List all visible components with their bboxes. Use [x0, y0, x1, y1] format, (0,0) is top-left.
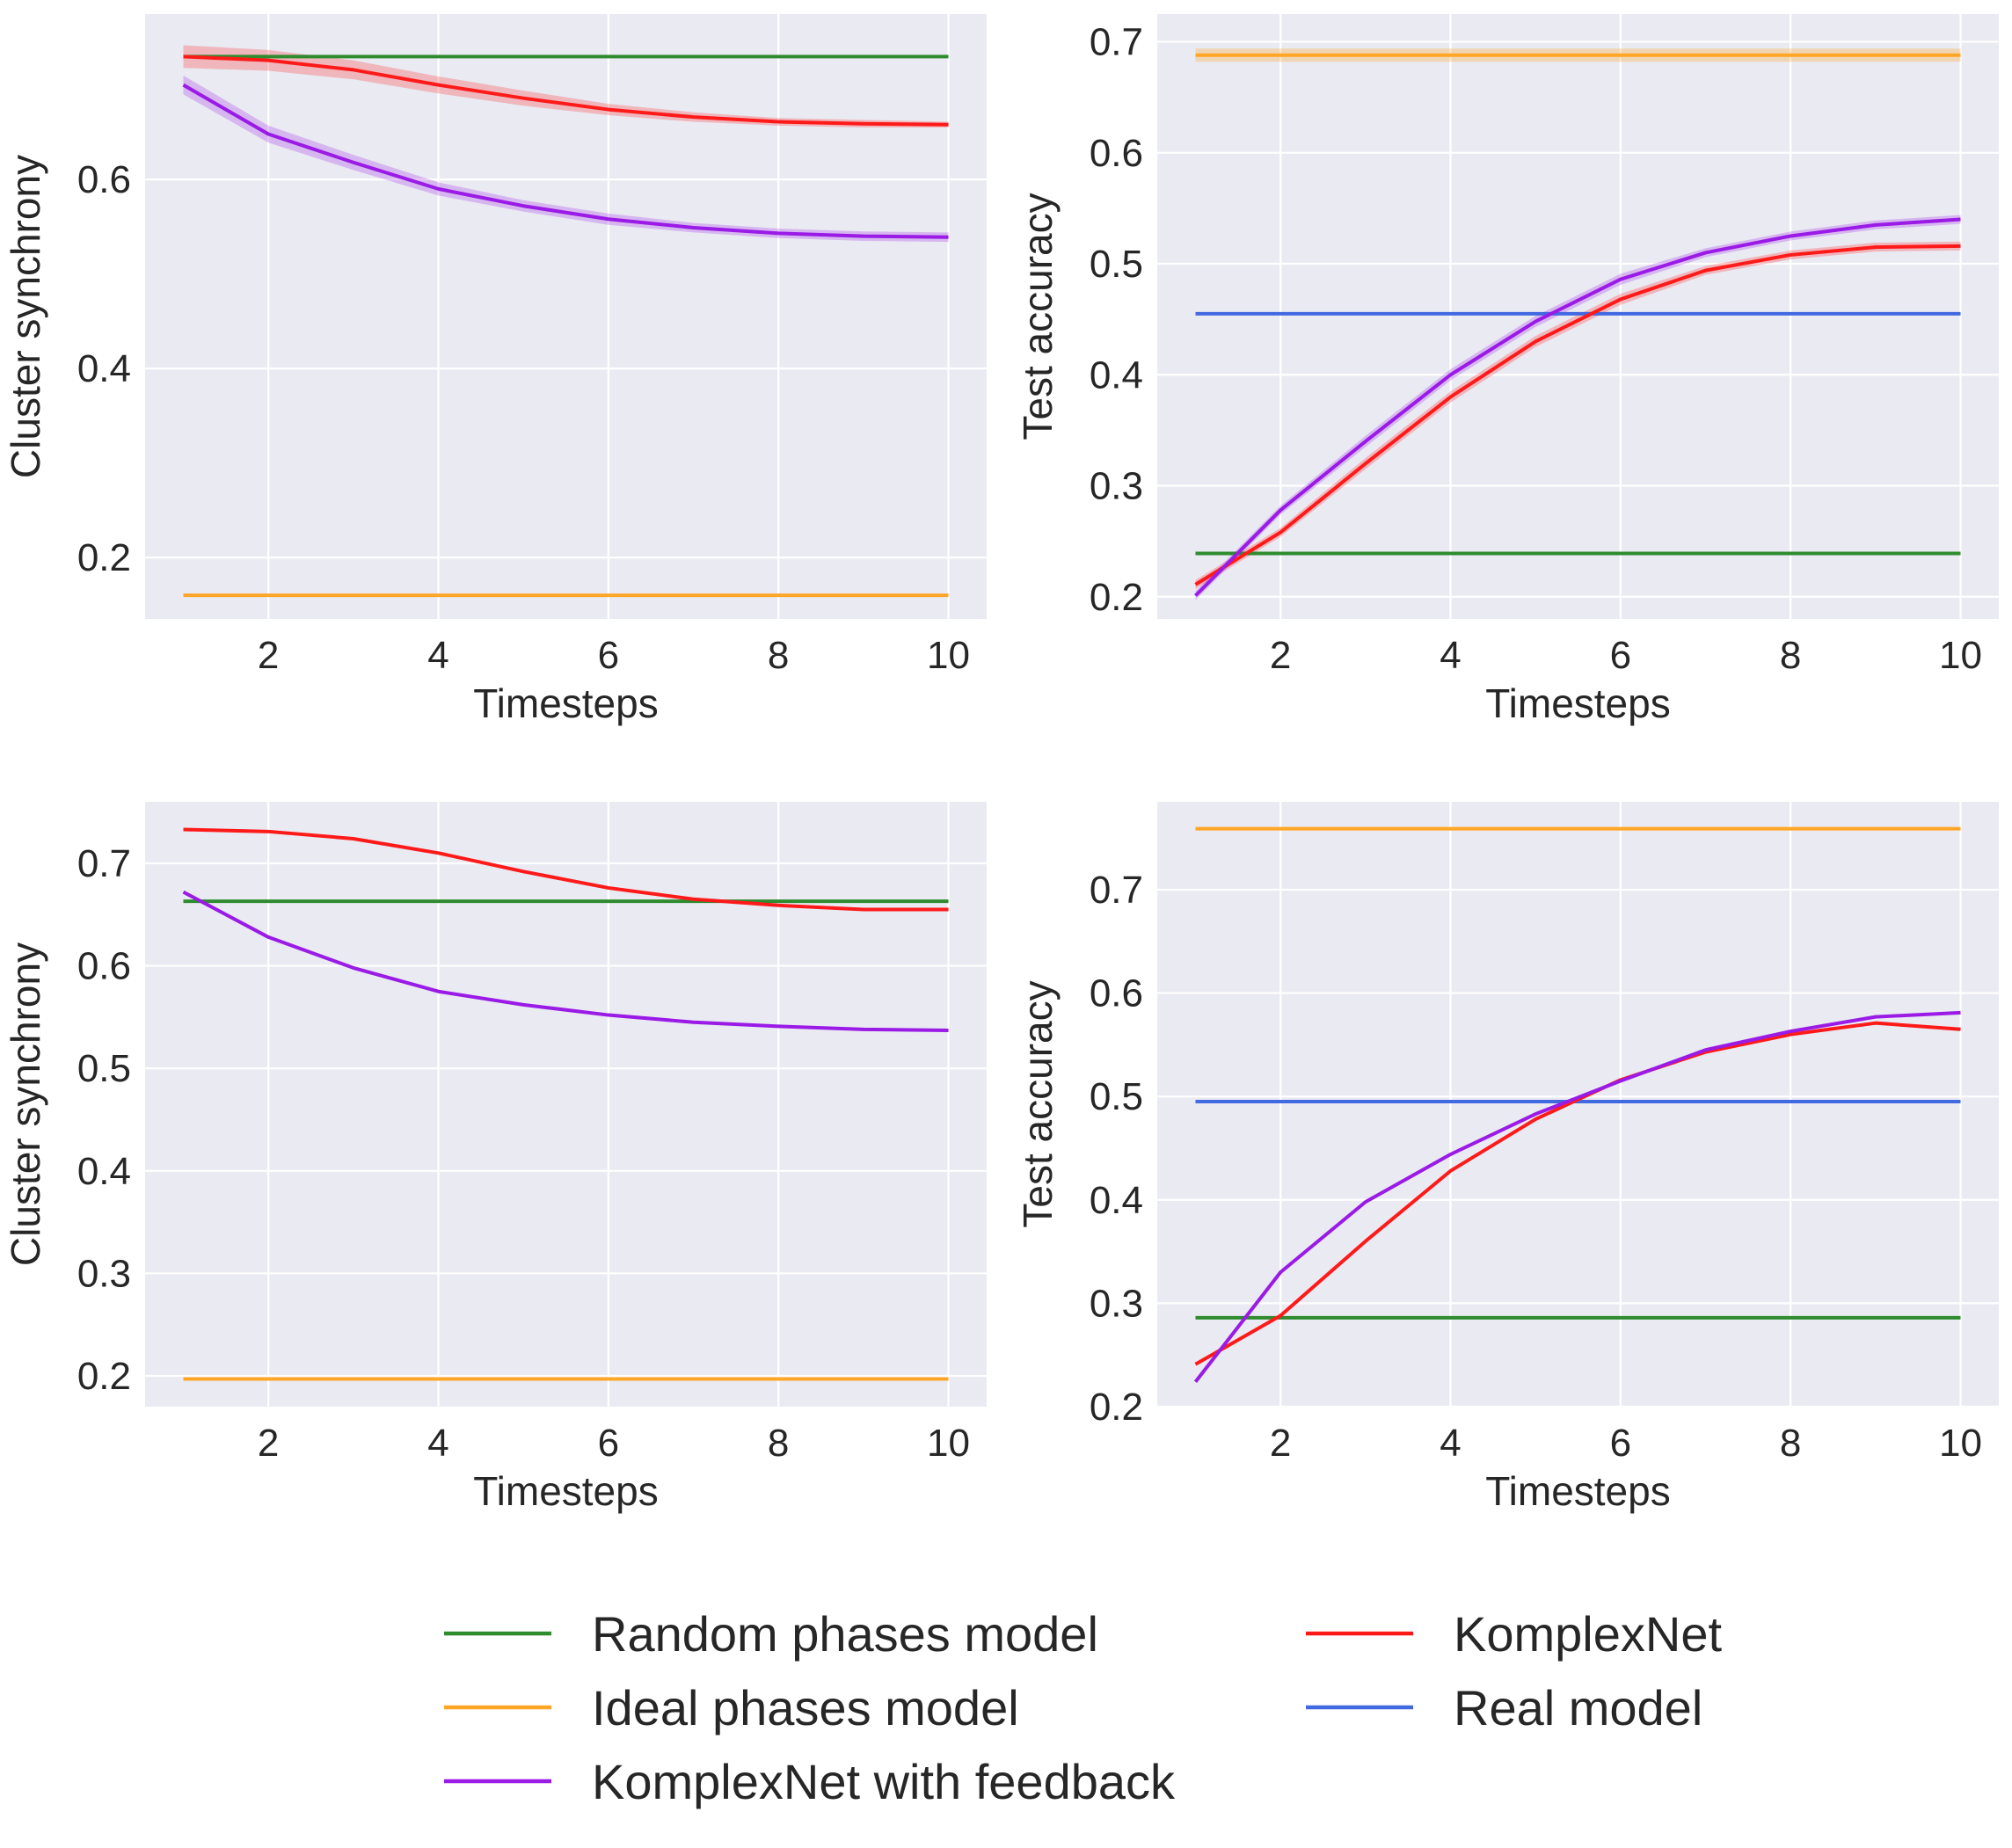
x-tick-label: 4	[1440, 634, 1461, 677]
y-tick-label: 0.2	[1090, 1386, 1143, 1429]
legend-entry-ideal-phases-model: Ideal phases model	[444, 1680, 1019, 1735]
x-tick-label: 2	[258, 634, 279, 677]
y-tick-label: 0.4	[1090, 1179, 1143, 1222]
legend: Random phases model Ideal phases model Kom…	[444, 1606, 1722, 1809]
plot-background	[1157, 802, 1999, 1407]
series-line-komplexnet-with-feedback	[1194, 217, 1961, 597]
x-tick-label: 4	[1440, 1422, 1461, 1465]
legend-entry-real-model: Real model	[1306, 1680, 1702, 1735]
series-line-komplexnet-with-feedback	[1193, 1010, 1961, 1383]
x-tick-label: 6	[598, 1422, 619, 1465]
y-tick-label: 0.5	[1090, 243, 1143, 286]
y-axis-label: Test accuracy	[1015, 980, 1061, 1227]
y-tick-label: 0.6	[1090, 132, 1143, 175]
series-line-komplexnet-with-feedback	[182, 890, 949, 1033]
y-tick-label: 0.7	[1090, 869, 1143, 912]
x-axis-label: Timesteps	[473, 680, 658, 726]
y-tick-label: 0.2	[77, 536, 131, 579]
x-axis-label: Timesteps	[473, 1468, 658, 1514]
x-axis-label: Timesteps	[1485, 1468, 1670, 1514]
x-tick-label: 8	[768, 634, 789, 677]
chart-panel-top-right: 2 4 6 8 10 0.2 0.3 0.4 0.5 0.6 0.7 Timesteps Test ac…	[1015, 14, 1999, 726]
series-line-komplexnet	[183, 55, 949, 127]
x-tick-label: 8	[1780, 1422, 1801, 1465]
y-axis-label: Test accuracy	[1015, 193, 1061, 440]
y-tick-label: 0.6	[1090, 972, 1143, 1015]
y-tick-label: 0.2	[77, 1355, 131, 1398]
x-tick-label: 6	[1610, 1422, 1631, 1465]
legend-label: Ideal phases model	[592, 1680, 1019, 1735]
x-tick-label: 6	[598, 634, 619, 677]
y-tick-label: 0.3	[77, 1252, 131, 1295]
legend-entry-random-phases-model: Random phases model	[444, 1606, 1098, 1662]
x-tick-label: 8	[768, 1422, 789, 1465]
chart-panel-top-left: 2 4 6 8 10 0.2 0.4 0.6 Timesteps Cluster synchron…	[3, 14, 987, 726]
x-tick-label: 10	[927, 1422, 970, 1465]
chart-panel-bottom-left: 2 4 6 8 10 0.2 0.3 0.4 0.5 0.6 0.7 Timesteps Cluster…	[3, 802, 987, 1514]
y-tick-label: 0.6	[77, 945, 131, 988]
legend-entry-komplexnet-with-feedback: KomplexNet with feedback	[444, 1754, 1176, 1809]
y-tick-label: 0.3	[1090, 1282, 1143, 1325]
legend-label: Random phases model	[592, 1606, 1098, 1662]
y-tick-label: 0.7	[77, 842, 131, 885]
y-tick-label: 0.4	[77, 1150, 131, 1193]
x-tick-label: 4	[427, 634, 448, 677]
y-tick-label: 0.3	[1090, 465, 1143, 508]
y-tick-label: 0.4	[1090, 353, 1143, 397]
y-tick-label: 0.6	[77, 158, 131, 201]
x-axis-label: Timesteps	[1485, 680, 1670, 726]
x-tick-label: 2	[1270, 634, 1291, 677]
legend-label: Real model	[1454, 1680, 1702, 1735]
x-tick-label: 10	[1939, 1422, 1982, 1465]
x-tick-label: 4	[427, 1422, 448, 1465]
panels: 2 4 6 8 10 0.2 0.4 0.6 Timesteps Cluster synchron…	[3, 14, 1999, 1514]
plot-background	[145, 802, 987, 1407]
series-band-komplexnet	[183, 45, 949, 127]
x-tick-label: 8	[1780, 634, 1801, 677]
series-line-komplexnet	[183, 827, 949, 912]
legend-label: KomplexNet	[1454, 1606, 1722, 1662]
legend-label: KomplexNet with feedback	[592, 1754, 1176, 1809]
plot-background	[145, 14, 987, 619]
series-line-komplexnet	[1194, 1021, 1961, 1366]
y-tick-label: 0.5	[77, 1047, 131, 1090]
y-axis-label: Cluster synchrony	[3, 155, 48, 478]
y-tick-label: 0.2	[1090, 576, 1143, 619]
y-tick-label: 0.4	[77, 347, 131, 390]
series-band-komplexnet-with-feedback	[183, 75, 949, 243]
y-tick-label: 0.7	[1090, 21, 1143, 64]
chart-panel-bottom-right: 2 4 6 8 10 0.2 0.3 0.4 0.5 0.6 0.7 Timesteps Test ac…	[1015, 802, 1999, 1514]
x-tick-label: 10	[927, 634, 970, 677]
x-tick-label: 6	[1610, 634, 1631, 677]
y-tick-label: 0.5	[1090, 1075, 1143, 1118]
x-tick-label: 2	[1270, 1422, 1291, 1465]
x-tick-label: 10	[1939, 634, 1982, 677]
legend-entry-komplexnet: KomplexNet	[1306, 1606, 1722, 1662]
series-line-komplexnet-with-feedback	[182, 83, 949, 239]
x-tick-label: 2	[258, 1422, 279, 1465]
series-line-komplexnet	[1194, 244, 1961, 586]
y-axis-label: Cluster synchrony	[3, 942, 48, 1266]
